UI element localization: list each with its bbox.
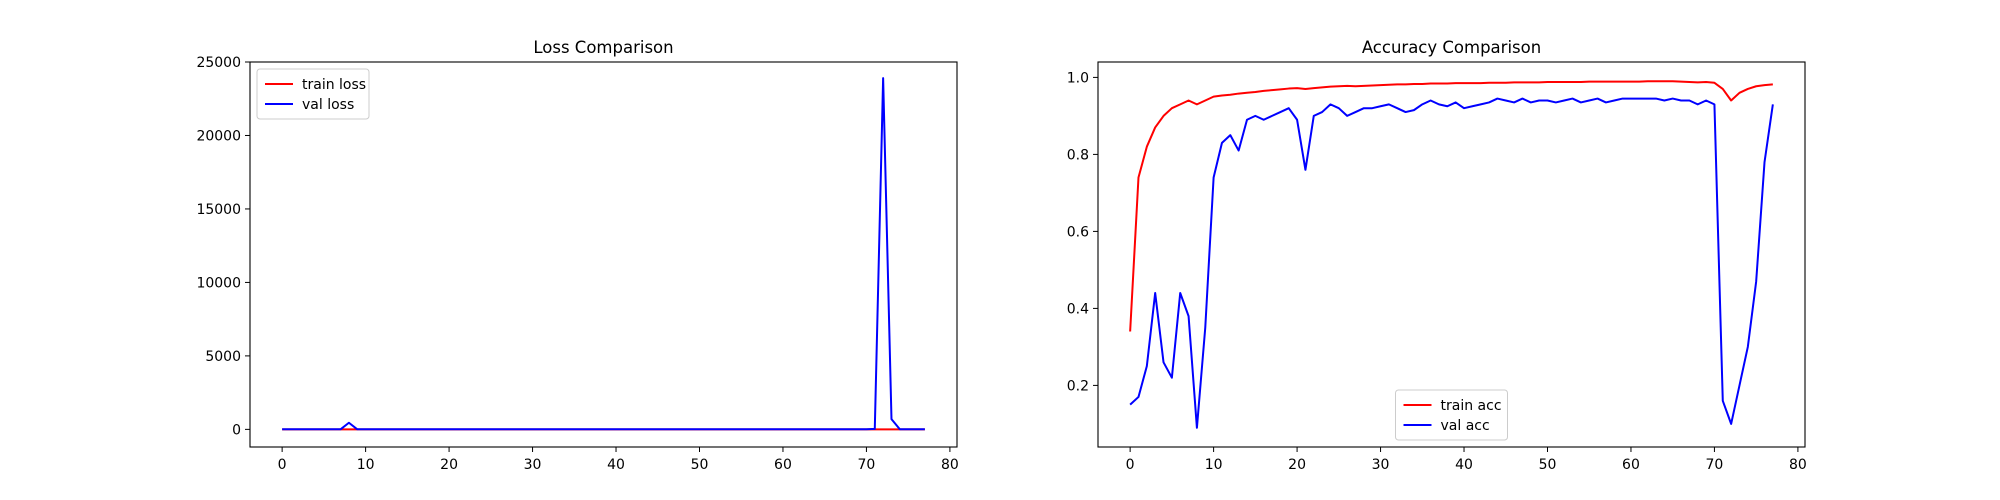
x-tick-label: 80	[1789, 457, 1807, 473]
series-line-val-acc	[1129, 97, 1774, 429]
y-tick-label: 0	[232, 422, 241, 438]
x-tick-label: 40	[1455, 457, 1473, 473]
accuracy-chart: Accuracy Comparison 0 10 20 30 40 50 60 70 80 0.2 0…	[1067, 38, 1807, 473]
x-tick-label: 10	[357, 457, 375, 473]
y-tick-label: 1.0	[1067, 70, 1089, 86]
legend-box	[1395, 389, 1508, 441]
legend: train acc val acc	[1395, 389, 1508, 441]
series-line-val-loss	[282, 77, 925, 431]
legend-box	[256, 68, 370, 120]
axes-frame	[249, 61, 958, 448]
y-tick-label: 10000	[196, 275, 241, 291]
x-tick-label: 50	[691, 457, 709, 473]
axes-frame	[1097, 61, 1806, 448]
x-tick-label: 70	[1706, 457, 1724, 473]
loss-chart: Loss Comparison 0 10 20 30 40 50 60 70 80 0 5000 100…	[196, 38, 958, 473]
legend-label: val loss	[302, 97, 354, 113]
y-tick-label: 5000	[205, 349, 241, 365]
chart-title: Accuracy Comparison	[1362, 38, 1541, 57]
legend-label: train loss	[302, 77, 366, 93]
y-tick-label: 0.6	[1067, 224, 1089, 240]
series-line-train-acc	[1129, 80, 1773, 332]
x-tick-label: 20	[1288, 457, 1306, 473]
x-tick-label: 20	[440, 457, 458, 473]
y-tick-label: 0.2	[1067, 378, 1089, 394]
x-tick-label: 50	[1539, 457, 1557, 473]
x-tick-label: 30	[1372, 457, 1390, 473]
legend-label: train acc	[1441, 398, 1502, 414]
x-tick-label: 60	[1622, 457, 1640, 473]
chart-title: Loss Comparison	[533, 38, 673, 57]
x-tick-label: 30	[524, 457, 542, 473]
y-tick-label: 15000	[196, 202, 241, 218]
x-tick-label: 80	[941, 457, 959, 473]
legend: train loss val loss	[256, 68, 370, 120]
y-tick-label: 20000	[196, 128, 241, 144]
plot-area	[282, 77, 925, 431]
plot-area	[1129, 80, 1774, 429]
x-tick-label: 70	[858, 457, 876, 473]
x-tick-label: 0	[1126, 457, 1135, 473]
x-tick-label: 40	[607, 457, 625, 473]
legend-label: val acc	[1441, 418, 1490, 434]
y-tick-label: 0.8	[1067, 147, 1089, 163]
x-tick-label: 10	[1205, 457, 1223, 473]
y-tick-label: 0.4	[1067, 301, 1089, 317]
y-tick-label: 25000	[196, 55, 241, 71]
x-tick-label: 0	[278, 457, 287, 473]
x-tick-label: 60	[774, 457, 792, 473]
